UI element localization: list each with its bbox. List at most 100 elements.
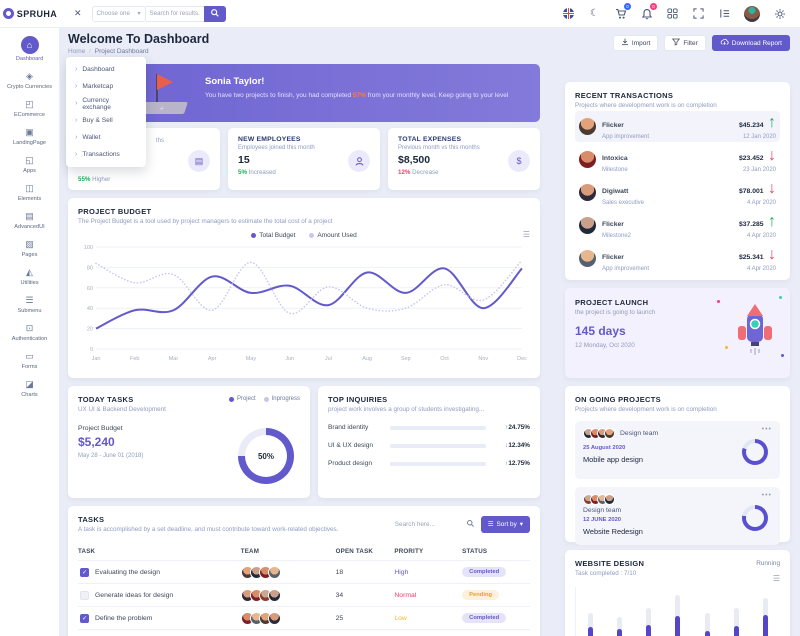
- bar-group: [613, 587, 625, 636]
- trend-arrow-icon: ↓: [768, 245, 776, 263]
- tasks-search: [392, 515, 475, 533]
- card-menu-icon[interactable]: ☰: [522, 230, 530, 239]
- bar-group: [701, 587, 713, 636]
- tile-menu-icon[interactable]: •••: [761, 492, 772, 499]
- app-logo[interactable]: SPRUHA: [0, 8, 60, 19]
- dollar-icon: $: [508, 150, 530, 172]
- table-row: ✓ Evaluating the design 18 High Completed: [78, 560, 530, 583]
- card-title: TASKS: [78, 515, 105, 524]
- x-axis-tick: Aug: [362, 356, 372, 362]
- language-flag-icon[interactable]: [562, 7, 575, 20]
- menu-item-dashboard[interactable]: › Dashboard: [75, 66, 115, 73]
- sidebar-item-forms[interactable]: ▭ Forms: [21, 351, 38, 370]
- sidebar-item-elements[interactable]: ◫ Elements: [17, 183, 42, 202]
- team-avatars: [583, 494, 615, 505]
- sidebar-item-landingpage[interactable]: ▣ LandingPage: [13, 127, 46, 146]
- task-checkbox[interactable]: ✓: [80, 590, 89, 600]
- trend-arrow-icon: ↓: [768, 146, 776, 164]
- website-design-bar-chart: [575, 587, 780, 636]
- confetti-dot: [717, 300, 720, 303]
- sort-by-button[interactable]: ☰ Sort by ▾: [480, 515, 530, 533]
- menu-item-buy-sell[interactable]: › Buy & Sell: [75, 117, 113, 124]
- avatar: [579, 217, 596, 234]
- notifications-bell-icon[interactable]: 0: [640, 3, 657, 20]
- transaction-row: Flicker App improvement $45.234 ↑ 12 Jan 2…: [575, 111, 780, 142]
- sidebar-item-ecommerce[interactable]: ◰ ECommerce: [13, 99, 46, 118]
- legend-total-budget[interactable]: Total Budget: [251, 232, 295, 239]
- card-title: PROJECT BUDGET: [78, 207, 152, 216]
- dark-mode-icon[interactable]: ☾: [590, 8, 599, 19]
- sidebar-item-apps[interactable]: ◱ Apps: [23, 155, 36, 174]
- table-row: ✓Empathize with users 37 High Rejected: [78, 629, 530, 636]
- filter-button[interactable]: Filter: [664, 35, 706, 51]
- user-avatar[interactable]: [744, 5, 760, 22]
- tile-menu-icon[interactable]: •••: [761, 426, 772, 433]
- global-search-input[interactable]: [145, 5, 204, 22]
- topbar-actions: ☾ 0 0: [562, 3, 800, 22]
- bar-group: [731, 587, 743, 636]
- breadcrumb-home[interactable]: Home: [68, 48, 86, 55]
- card-title: RECENT TRANSACTIONS: [575, 91, 674, 100]
- status-badge: Completed: [462, 613, 507, 623]
- sidebar-item-utilities[interactable]: ◭ Utilities: [20, 267, 39, 286]
- global-search-button[interactable]: [203, 5, 226, 22]
- right-sidebar-toggle-icon[interactable]: [718, 7, 731, 20]
- line-series: [95, 267, 523, 330]
- bar-completed: [704, 631, 710, 636]
- date-range: May 28 - June 01 (2018): [78, 453, 144, 459]
- cart-icon[interactable]: 0: [614, 3, 631, 20]
- apps-grid-icon[interactable]: [666, 7, 679, 20]
- x-axis-tick: Jan: [92, 356, 101, 362]
- search-category-select[interactable]: Choose one ▾: [91, 5, 146, 22]
- tasks-search-input[interactable]: [392, 519, 463, 529]
- menu-item-currency-exchange[interactable]: › Currency exchange: [75, 96, 111, 111]
- stat-subtitle-fragment: ths: [156, 138, 165, 144]
- flag-pole: [156, 74, 158, 104]
- tasks-table: TASK TEAM OPEN TASK PRORITY STATUS ✓ Eval…: [78, 542, 530, 636]
- priority-label: Normal: [394, 591, 417, 599]
- bar-planned: [616, 617, 622, 636]
- banner-greeting: Sonia Taylor!: [205, 76, 265, 87]
- sidebar-item-advancedui[interactable]: ▤ AdvancedUI: [14, 211, 45, 230]
- card-menu-icon[interactable]: ☰: [772, 574, 780, 583]
- x-axis-tick: May: [246, 356, 257, 362]
- project-budget-line-chart: 0 20 40 60 80 100 Jan Feb Mar Apr May Jun Jul Aug Sep O…: [84, 245, 527, 362]
- x-axis-tick: Mar: [169, 356, 179, 362]
- legend-project[interactable]: Project: [228, 396, 256, 402]
- top-inquiries-card: TOP INQUIRIES project work involves a gr…: [318, 386, 540, 498]
- menu-item-wallet[interactable]: › Wallet: [75, 134, 101, 141]
- sidebar-item-authentication[interactable]: ⊡ Authentication: [11, 323, 48, 342]
- progress-bar: [390, 425, 486, 430]
- card-title: TODAY TASKS: [78, 395, 134, 404]
- avatar: [579, 184, 596, 201]
- bar-planned: [646, 608, 652, 636]
- download-report-button[interactable]: Download Report: [711, 35, 790, 51]
- budget-label: Project Budget: [78, 425, 123, 432]
- x-axis-tick: Sep: [401, 356, 411, 362]
- project-budget-card: PROJECT BUDGET The Project Budget is a t…: [68, 198, 540, 378]
- sidebar-item-crypto-currencies[interactable]: ◈ Crypto Currencies: [6, 71, 53, 90]
- legend-inprogress[interactable]: Inprogress: [263, 396, 300, 402]
- chevron-down-icon: ▾: [137, 10, 141, 17]
- sidebar-item-dashboard[interactable]: ⌂ Dashboard: [0, 36, 59, 62]
- sidebar-item-submenu[interactable]: ☰ Submenu: [17, 295, 42, 314]
- search-icon: [210, 6, 220, 21]
- project-tile: Design team ••• 12 JUNE 2020 Website Red…: [575, 487, 780, 545]
- stat-delta: 12% Decrease: [398, 169, 439, 176]
- pages-icon: ▧: [25, 239, 34, 249]
- task-checkbox[interactable]: ✓: [80, 567, 89, 577]
- menu-item-transactions[interactable]: › Transactions: [75, 151, 120, 158]
- task-checkbox[interactable]: ✓: [80, 613, 89, 623]
- confetti-dot: [781, 354, 784, 357]
- legend-amount-used[interactable]: Amount Used: [309, 232, 357, 239]
- fullscreen-icon[interactable]: [692, 7, 705, 20]
- menu-item-marketcap[interactable]: › Marketcap: [75, 83, 114, 90]
- import-button[interactable]: Import: [612, 35, 659, 51]
- breadcrumb-separator: /: [89, 48, 91, 55]
- project-launch-card: PROJECT LAUNCH the project is going to l…: [565, 288, 790, 378]
- settings-gear-icon[interactable]: [773, 7, 786, 20]
- sidebar-close-icon[interactable]: ✕: [74, 8, 82, 18]
- bar-completed: [616, 629, 622, 636]
- sidebar-item-charts[interactable]: ◪ Charts: [21, 379, 38, 398]
- sidebar-item-pages[interactable]: ▧ Pages: [21, 239, 38, 258]
